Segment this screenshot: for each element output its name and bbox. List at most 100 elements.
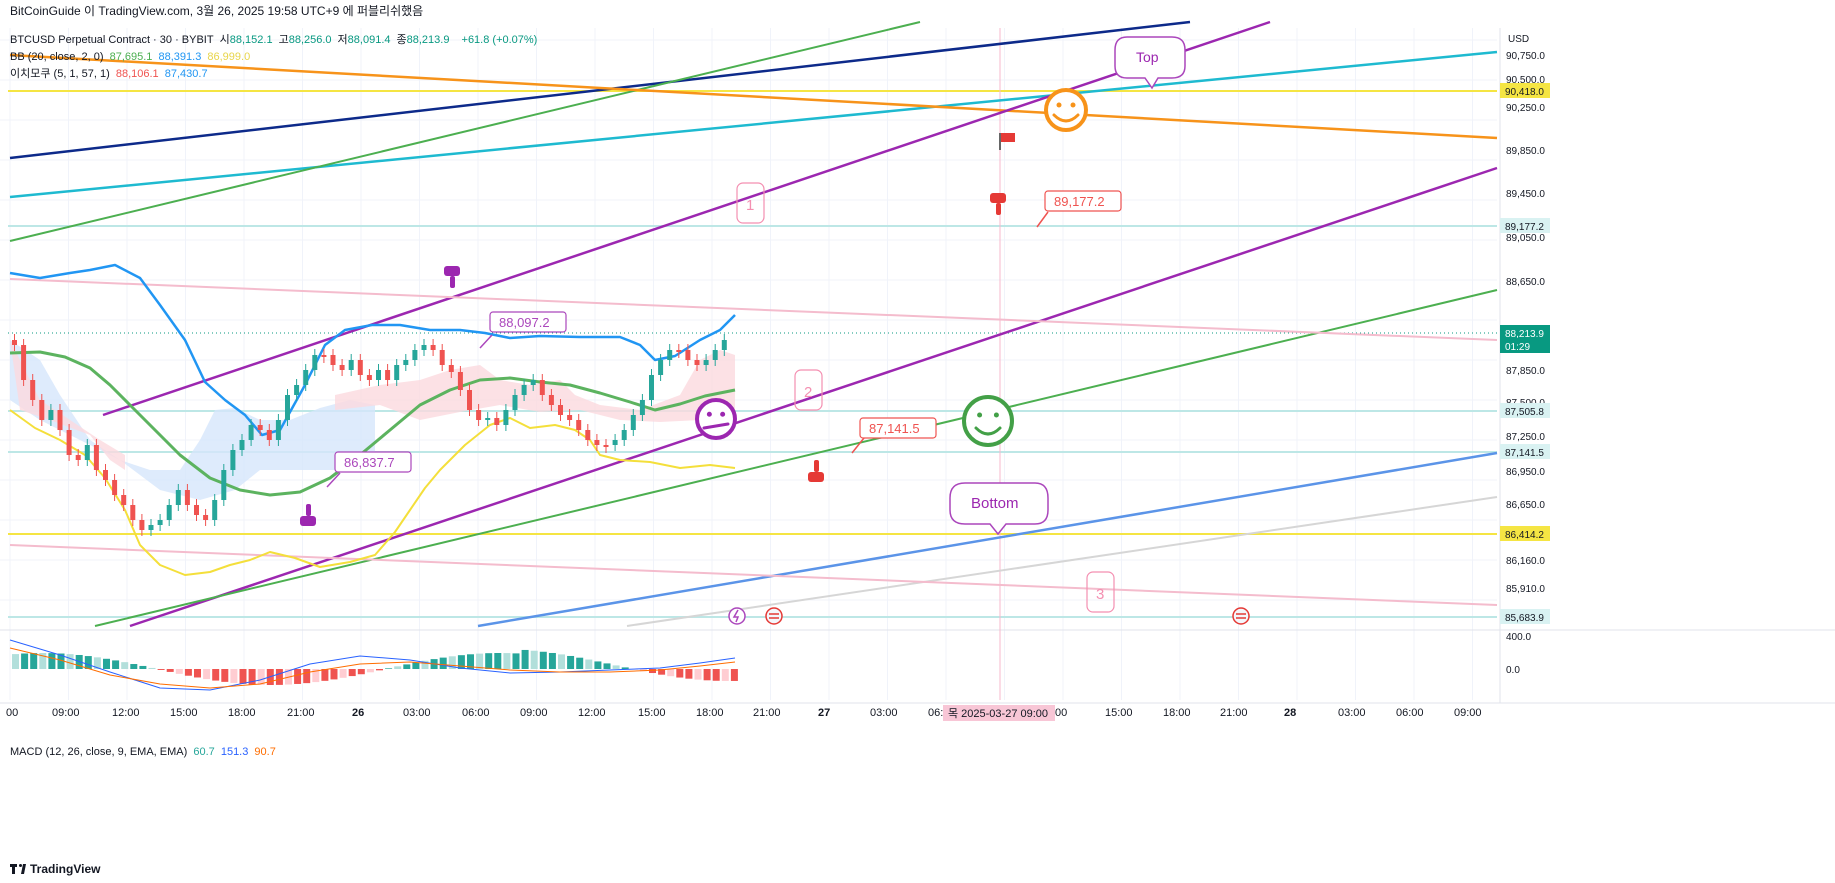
candle-body (93, 445, 99, 470)
candle-body (66, 430, 72, 455)
symbol-name[interactable]: BTCUSD Perpetual Contract · 30 · BYBIT (10, 34, 214, 46)
macd-histogram-bar (721, 669, 729, 681)
price-note-2: 89,177.2 (1054, 194, 1105, 209)
macd-histogram-bar (485, 653, 493, 669)
price-tick-12: 86,160.0 (1506, 556, 1545, 567)
tradingview-logo[interactable]: TradingView (10, 862, 100, 876)
price-label-bg-3 (1500, 338, 1550, 353)
symbol-line: BTCUSD Perpetual Contract · 30 · BYBIT 시… (10, 33, 540, 48)
event-flash-icon[interactable] (728, 607, 746, 625)
candle-body (421, 345, 427, 350)
macd-histogram-bar (248, 669, 256, 685)
ichimoku-cloud (10, 340, 735, 500)
trend-line-5[interactable] (129, 166, 1498, 628)
candle-body (103, 470, 108, 480)
macd-histogram-bar (48, 653, 56, 669)
event-us-flag-icon-0[interactable] (765, 607, 783, 625)
smiley-top-icon-eye-left (1056, 102, 1062, 108)
ichimoku-legend[interactable]: 이치모쿠 (5, 1, 57, 1) 88,106.1 87,430.7 (10, 67, 211, 82)
macd-histogram-bar (476, 653, 484, 669)
ichimoku-value-b: 87,430.7 (164, 68, 208, 80)
price-label-5: 87,141.5 (1505, 448, 1544, 459)
price-axis[interactable]: USD 90,750.0 90,500.0 90,250.0 89,850.0 89,45… (1500, 34, 1550, 676)
hand-down-icon-red[interactable] (990, 193, 1006, 215)
macd-histogram-bar (103, 658, 110, 669)
trend-line-8[interactable] (626, 496, 1498, 627)
macd-histogram-bar (730, 669, 738, 681)
happy-face-icon-mouth (974, 426, 1002, 436)
macd-legend[interactable]: MACD (12, 26, close, 9, EMA, EMA) 60.7 1… (10, 745, 279, 760)
trend-line-7[interactable] (477, 451, 1498, 628)
ohlc-values: 시88,152.1 고88,256.0 저88,091.4 종88,213.9 (220, 34, 456, 46)
bb-legend[interactable]: BB (20, close, 2, 0) 87,695.1 88,391.3 8… (10, 50, 253, 65)
price-label-3: 01:29 (1505, 342, 1530, 353)
neutral-face-icon[interactable] (695, 398, 737, 440)
macd-histogram-bar (703, 669, 711, 681)
hand-down-icon-purple-finger (450, 276, 455, 288)
candle-body (376, 370, 381, 380)
trend-line-1[interactable] (9, 50, 1498, 199)
macd-histogram-bar (230, 669, 238, 683)
macd-histogram-bar (439, 657, 447, 669)
candle-body (75, 455, 81, 460)
trend-line-2[interactable] (9, 21, 921, 242)
bottom-bubble[interactable] (949, 482, 1049, 536)
macd-histogram-bar (403, 664, 411, 669)
candle-body (130, 505, 136, 520)
hand-down-icon-purple[interactable] (444, 266, 460, 288)
macd-histogram-bar (221, 669, 229, 682)
macd-histogram-bar (412, 662, 420, 669)
macd-pane (12, 649, 738, 685)
macd-histogram-bar (539, 651, 547, 669)
wave-callout-2[interactable] (1086, 571, 1115, 613)
bb-label: BB (20, close, 2, 0) (10, 51, 104, 63)
smiley-top-icon-mouth (1052, 113, 1080, 123)
wave-callout-0[interactable] (736, 182, 765, 224)
hand-down-icon-purple-palm (444, 266, 460, 276)
trend-line-4[interactable] (102, 20, 1271, 417)
candle-body (649, 375, 654, 400)
trend-line-9[interactable] (9, 278, 1498, 341)
bb-upper-line[interactable] (9, 263, 736, 437)
candle-body (112, 480, 118, 495)
candle-body (530, 380, 536, 385)
candle-body (412, 350, 418, 360)
flag-icon[interactable] (1001, 133, 1015, 142)
trend-line-10[interactable] (9, 544, 1498, 606)
time-tick-21: 28 (1284, 707, 1296, 719)
smiley-top-icon[interactable] (1044, 88, 1088, 132)
macd-histogram-bar (558, 654, 565, 669)
trend-line-0[interactable] (9, 20, 1191, 160)
top-bubble[interactable] (1114, 36, 1186, 90)
macd-histogram-bar (194, 669, 201, 678)
price-note-box-2[interactable] (1044, 190, 1122, 212)
hand-up-icon-red-finger (814, 460, 819, 472)
price-tick-3: 89,850.0 (1506, 146, 1545, 157)
macd-histogram-bar (649, 669, 656, 674)
hand-up-icon-purple[interactable] (300, 504, 316, 526)
wave-callout-1[interactable] (794, 369, 823, 411)
price-axis-currency: USD (1508, 34, 1529, 45)
time-tick-23: 06:00 (1396, 707, 1424, 719)
trend-line-3[interactable] (9, 53, 1498, 140)
price-label-2: 88,213.9 (1505, 329, 1544, 340)
ichimoku-lagging-line[interactable] (9, 409, 736, 576)
hand-up-icon-red[interactable] (808, 460, 824, 482)
smiley-top-icon-face (1044, 88, 1088, 132)
macd-histogram-bar (521, 649, 529, 669)
macd-histogram-bar (494, 653, 502, 669)
price-label-6: 86,414.2 (1505, 530, 1544, 541)
price-note-box-3[interactable] (859, 417, 937, 439)
price-note-box-0[interactable] (489, 311, 567, 333)
happy-face-icon-eye-right (993, 412, 999, 418)
macd-signal-line[interactable] (9, 647, 736, 689)
candle-body (521, 385, 527, 395)
time-axis[interactable]: 00 09:00 12:00 15:00 18:00 21:00 26 03:00 06:00 0… (6, 705, 1482, 721)
price-note-1: 86,837.7 (344, 455, 395, 470)
candle-body (603, 445, 609, 447)
price-note-box-1[interactable] (334, 451, 412, 473)
event-us-flag-icon-1[interactable] (1232, 607, 1250, 625)
happy-face-icon[interactable] (962, 395, 1014, 447)
trend-line-6[interactable] (94, 289, 1498, 627)
